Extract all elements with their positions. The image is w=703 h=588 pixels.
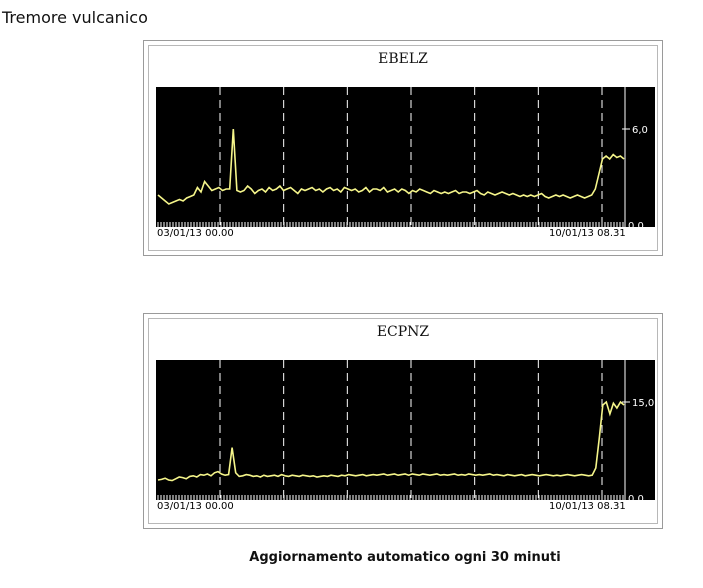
- y-tick-label: 0,0: [628, 494, 644, 505]
- plot-background: [156, 87, 655, 227]
- y-tick-label: 6,0: [632, 125, 648, 136]
- x-label-band: [548, 500, 626, 511]
- x-start-label: 03/01/13 00.00: [157, 228, 234, 239]
- x-label-band: [548, 227, 626, 238]
- page-title: Tremore vulcanico: [2, 8, 148, 27]
- plot-background: [156, 360, 655, 500]
- chart-title: ECPNZ: [376, 324, 430, 340]
- x-start-label: 03/01/13 00.00: [157, 501, 234, 512]
- ebelz-chart-panel: EBELZ 6,0 0,0 03/01/13 00.00 10/01/13 08.31: [143, 40, 663, 256]
- x-label-band: [156, 500, 231, 511]
- x-end-label: 10/01/13 08.31: [549, 501, 626, 512]
- x-end-label: 10/01/13 08.31: [549, 228, 626, 239]
- y-tick-label: 0,0: [628, 221, 644, 232]
- ecpnz-chart-panel: ECPNZ 15,0 0,0 03/01/13 00.00 10/01/13 08.3…: [143, 313, 663, 529]
- y-tick-label: 15,0: [632, 398, 654, 409]
- tremor-series-line: [157, 128, 625, 205]
- ecpnz-plot: 15,0 0,0 03/01/13 00.00 10/01/13 08.31: [156, 360, 655, 512]
- ebelz-plot: 6,0 0,0 03/01/13 00.00 10/01/13 08.31: [156, 87, 655, 239]
- auto-refresh-note: Aggiornamento automatico ogni 30 minuti: [249, 550, 561, 565]
- x-label-band: [156, 227, 231, 238]
- chart-title: EBELZ: [378, 51, 428, 67]
- tremor-series-line: [157, 400, 625, 482]
